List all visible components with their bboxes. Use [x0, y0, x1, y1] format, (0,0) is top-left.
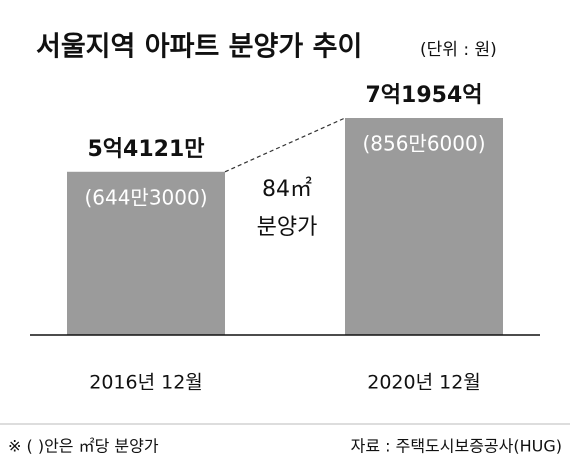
x-tick-label: 2016년 12월 — [89, 372, 203, 394]
footnote: ※ ( )안은 ㎡당 분양가 — [8, 437, 159, 456]
bar — [345, 118, 503, 335]
value-label: 5억4121만 — [87, 137, 204, 162]
unit-price-label: (644만3000) — [84, 185, 207, 209]
value-label: 7억1954억 — [365, 83, 482, 108]
annotation: 분양가 — [257, 215, 318, 240]
source: 자료 : 주택도시보증공사(HUG) — [351, 437, 562, 456]
chart-title: 서울지역 아파트 분양가 추이 — [36, 32, 362, 63]
bar — [67, 171, 225, 335]
connector — [224, 117, 346, 173]
unit-price-label: (856만6000) — [362, 132, 485, 156]
chart-subtitle: (단위 : 원) — [420, 40, 497, 60]
annotation: 84㎡ — [262, 176, 312, 202]
x-tick-label: 2020년 12월 — [367, 372, 481, 394]
